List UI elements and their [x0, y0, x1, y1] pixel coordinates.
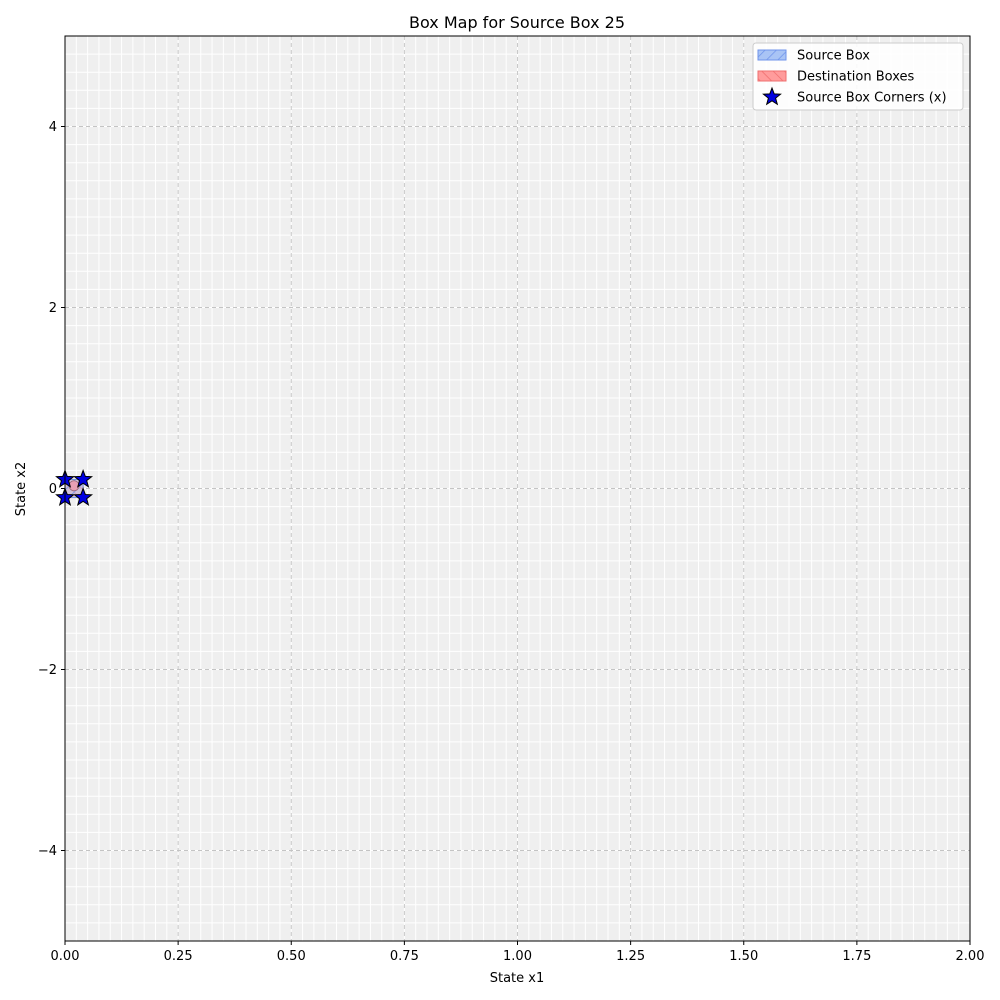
x-tick-label: 1.75: [842, 949, 871, 964]
y-axis-ticks: −4 −2 0 2 4: [38, 120, 65, 859]
y-tick-label: 2: [49, 301, 57, 316]
legend-label: Destination Boxes: [797, 70, 914, 85]
x-tick-label: 1.25: [616, 949, 645, 964]
corner-marker: [73, 469, 94, 488]
legend-swatch-hatch: [758, 71, 786, 81]
legend-marker: [762, 86, 782, 106]
legend-frame: [752, 42, 964, 111]
legend: Source Box Destination Boxes Source Box Co…: [752, 42, 964, 111]
image-point: [68, 480, 80, 492]
y-tick-label: 0: [49, 482, 57, 497]
major-grid: [65, 36, 970, 941]
legend-swatch-hatch: [758, 50, 786, 60]
y-tick-label: 4: [49, 120, 57, 135]
y-tick-label: −4: [38, 844, 57, 859]
x-tick-label: 0.00: [51, 949, 80, 964]
x-tick-label: 0.25: [164, 949, 193, 964]
x-tick-label: 2.00: [956, 949, 985, 964]
y-tick-label: −2: [38, 663, 57, 678]
x-tick-label: 0.75: [390, 949, 419, 964]
x-tick-label: 1.00: [503, 949, 532, 964]
legend-label: Source Box Corners (x): [797, 91, 947, 106]
x-tick-label: 0.50: [277, 949, 306, 964]
chart-title: Box Map for Source Box 25: [409, 13, 625, 32]
y-axis-label: State x2: [14, 462, 29, 517]
legend-label: Source Box: [797, 49, 870, 64]
x-axis-label: State x1: [490, 971, 545, 986]
x-tick-label: 1.50: [729, 949, 758, 964]
corner-marker: [73, 487, 94, 506]
x-axis-ticks: 0.00 0.25 0.50 0.75 1.00 1.25 1.50 1.75 2.00: [51, 941, 985, 964]
